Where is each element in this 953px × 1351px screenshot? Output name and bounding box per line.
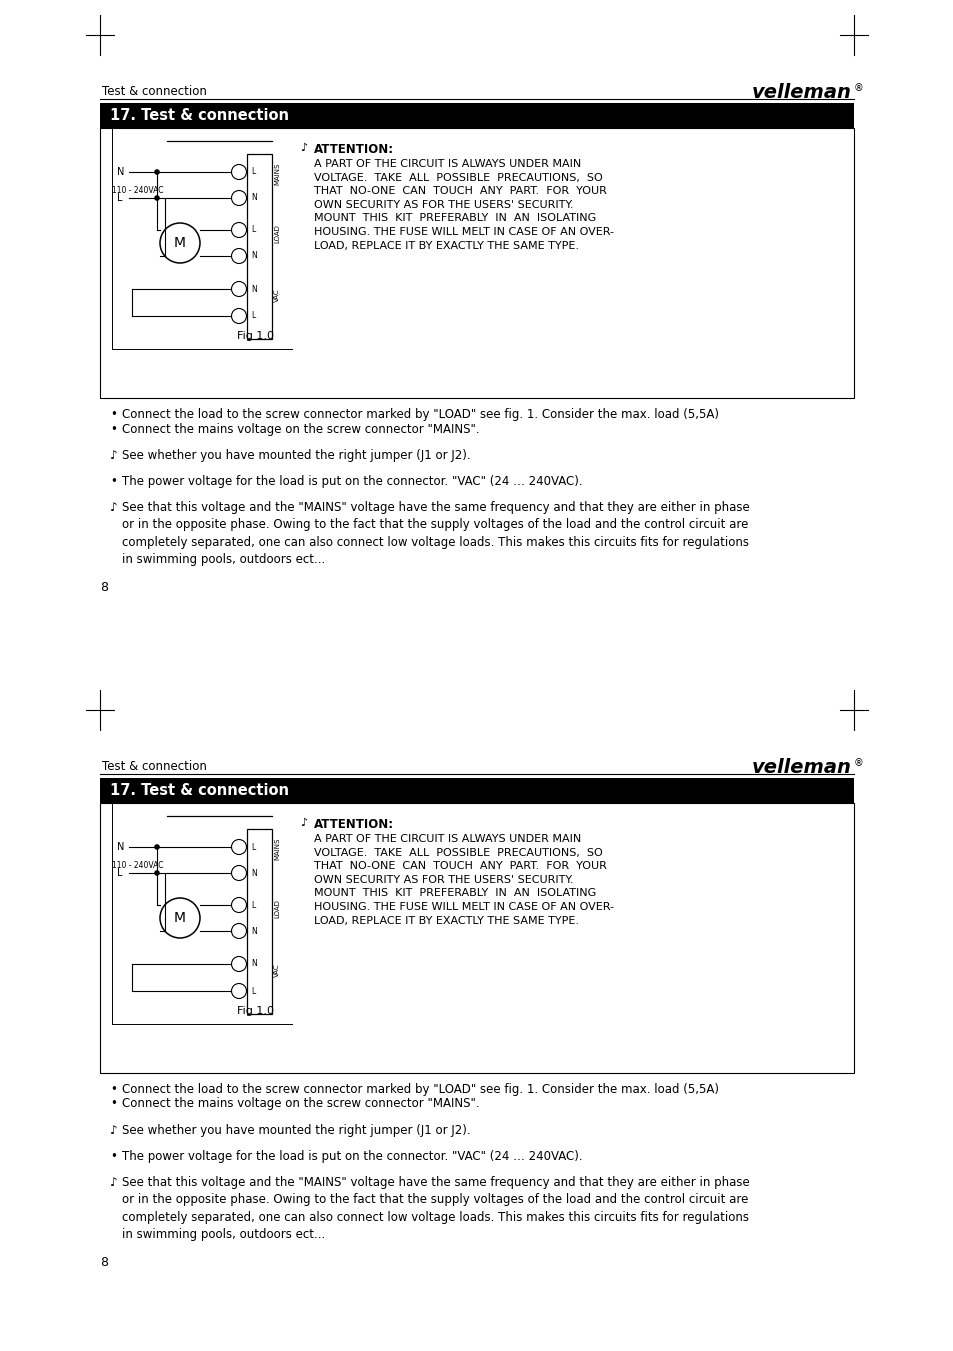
- Text: Connect the load to the screw connector marked by "LOAD" see fig. 1. Consider th: Connect the load to the screw connector …: [122, 1084, 719, 1096]
- Text: L: L: [251, 901, 255, 909]
- Text: ®: ®: [853, 82, 862, 93]
- Text: N: N: [117, 842, 124, 852]
- Text: N: N: [251, 869, 256, 878]
- Text: •: •: [110, 1097, 117, 1111]
- Text: Test & connection: Test & connection: [102, 85, 207, 99]
- Text: ATTENTION:: ATTENTION:: [314, 143, 394, 155]
- Bar: [100, 778, 853, 802]
- Text: 8: 8: [100, 581, 108, 593]
- Text: See that this voltage and the "MAINS" voltage have the same frequency and that t: See that this voltage and the "MAINS" vo…: [122, 501, 749, 566]
- Text: Fig 1.0: Fig 1.0: [236, 1006, 274, 1016]
- Text: N: N: [117, 168, 124, 177]
- Text: ♪: ♪: [110, 449, 117, 462]
- Circle shape: [154, 870, 160, 875]
- Text: VAC: VAC: [274, 288, 280, 303]
- Text: ATTENTION:: ATTENTION:: [314, 817, 394, 831]
- Text: The power voltage for the load is put on the connector. "VAC" (24 … 240VAC).: The power voltage for the load is put on…: [122, 1150, 582, 1163]
- Text: Connect the mains voltage on the screw connector "MAINS".: Connect the mains voltage on the screw c…: [122, 1097, 479, 1111]
- Text: LOAD: LOAD: [274, 900, 280, 917]
- Text: M: M: [173, 911, 186, 925]
- Text: ♪: ♪: [110, 501, 117, 513]
- Text: •: •: [110, 1084, 117, 1096]
- Text: See whether you have mounted the right jumper (J1 or J2).: See whether you have mounted the right j…: [122, 1124, 470, 1136]
- Text: The power voltage for the load is put on the connector. "VAC" (24 … 240VAC).: The power voltage for the load is put on…: [122, 474, 582, 488]
- Text: Test & connection: Test & connection: [102, 761, 207, 773]
- Text: 8: 8: [100, 1255, 108, 1269]
- Bar: [100, 103, 853, 128]
- Text: See whether you have mounted the right jumper (J1 or J2).: See whether you have mounted the right j…: [122, 449, 470, 462]
- Text: L: L: [117, 867, 122, 878]
- Text: L: L: [251, 986, 255, 996]
- Text: 110 - 240VAC: 110 - 240VAC: [112, 186, 163, 195]
- Text: ♪: ♪: [110, 1175, 117, 1189]
- Text: velleman: velleman: [751, 82, 851, 101]
- Text: N: N: [251, 927, 256, 935]
- Circle shape: [232, 839, 246, 854]
- Text: Connect the mains voltage on the screw connector "MAINS".: Connect the mains voltage on the screw c…: [122, 423, 479, 435]
- Text: •: •: [110, 474, 117, 488]
- Text: N: N: [251, 193, 256, 203]
- Text: L: L: [251, 843, 255, 851]
- Text: MAINS: MAINS: [274, 162, 280, 185]
- Text: •: •: [110, 1150, 117, 1163]
- Text: N: N: [251, 959, 256, 969]
- Bar: [247, 154, 272, 339]
- Text: N: N: [251, 285, 256, 293]
- Text: 17. Test & connection: 17. Test & connection: [110, 108, 289, 123]
- Text: L: L: [117, 193, 122, 203]
- Circle shape: [232, 223, 246, 238]
- Circle shape: [232, 308, 246, 323]
- Bar: [247, 830, 272, 1015]
- Text: ®: ®: [853, 758, 862, 767]
- Text: A PART OF THE CIRCUIT IS ALWAYS UNDER MAIN
VOLTAGE.  TAKE  ALL  POSSIBLE  PRECAU: A PART OF THE CIRCUIT IS ALWAYS UNDER MA…: [314, 834, 614, 925]
- Text: A PART OF THE CIRCUIT IS ALWAYS UNDER MAIN
VOLTAGE.  TAKE  ALL  POSSIBLE  PRECAU: A PART OF THE CIRCUIT IS ALWAYS UNDER MA…: [314, 159, 614, 250]
- Text: MAINS: MAINS: [274, 838, 280, 861]
- Text: ♪: ♪: [110, 1124, 117, 1136]
- Circle shape: [232, 924, 246, 939]
- Text: L: L: [251, 312, 255, 320]
- Text: LOAD: LOAD: [274, 224, 280, 243]
- Circle shape: [232, 249, 246, 263]
- Text: Fig 1.0: Fig 1.0: [236, 331, 274, 340]
- Text: velleman: velleman: [751, 758, 851, 777]
- Circle shape: [160, 898, 200, 938]
- Text: ♪: ♪: [299, 817, 307, 828]
- Text: VAC: VAC: [274, 963, 280, 977]
- Text: ♪: ♪: [299, 143, 307, 153]
- Text: L: L: [251, 226, 255, 235]
- Text: 110 - 240VAC: 110 - 240VAC: [112, 861, 163, 870]
- Circle shape: [232, 281, 246, 296]
- Text: Connect the load to the screw connector marked by "LOAD" see fig. 1. Consider th: Connect the load to the screw connector …: [122, 408, 719, 422]
- Text: •: •: [110, 423, 117, 435]
- Text: N: N: [251, 251, 256, 261]
- Circle shape: [154, 169, 160, 174]
- Text: See that this voltage and the "MAINS" voltage have the same frequency and that t: See that this voltage and the "MAINS" vo…: [122, 1175, 749, 1242]
- Circle shape: [154, 844, 160, 850]
- Bar: [100, 802, 853, 1073]
- Text: L: L: [251, 168, 255, 177]
- Text: 17. Test & connection: 17. Test & connection: [110, 784, 289, 798]
- Text: •: •: [110, 408, 117, 422]
- Circle shape: [232, 897, 246, 912]
- Circle shape: [154, 195, 160, 201]
- Bar: [100, 128, 853, 399]
- Circle shape: [232, 190, 246, 205]
- Circle shape: [232, 957, 246, 971]
- Circle shape: [232, 984, 246, 998]
- Circle shape: [232, 165, 246, 180]
- Text: M: M: [173, 236, 186, 250]
- Circle shape: [232, 866, 246, 881]
- Circle shape: [160, 223, 200, 263]
